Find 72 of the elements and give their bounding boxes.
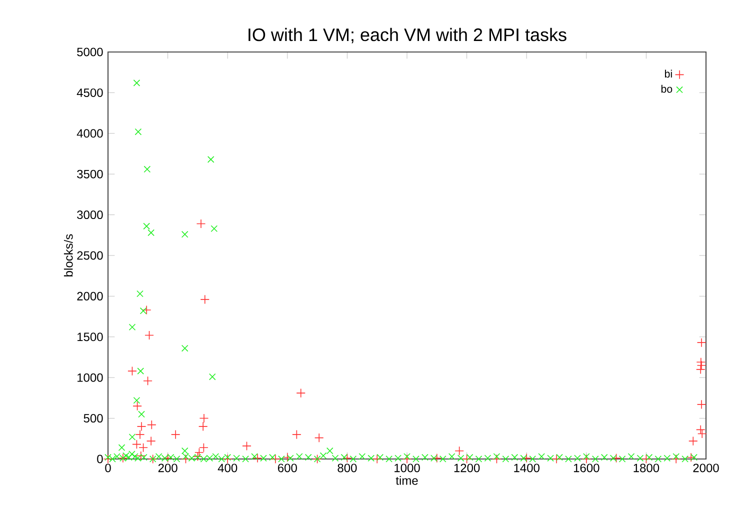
point xyxy=(292,430,302,440)
point xyxy=(146,436,156,446)
point xyxy=(612,454,621,463)
point xyxy=(135,430,145,440)
point xyxy=(432,454,442,463)
point xyxy=(144,330,154,340)
point xyxy=(582,454,592,464)
point xyxy=(242,441,252,451)
point xyxy=(103,454,113,464)
x-tick-label: 1600 xyxy=(574,464,600,472)
point xyxy=(686,452,696,462)
x-tick-label: 1800 xyxy=(634,464,660,472)
y-tick-label: 500 xyxy=(84,414,103,423)
point xyxy=(199,414,209,423)
y-tick-label: 3500 xyxy=(77,170,103,178)
point xyxy=(270,454,280,464)
point xyxy=(522,454,532,463)
point xyxy=(142,305,152,315)
x-tick-label: 200 xyxy=(158,464,178,472)
point xyxy=(314,433,324,442)
point xyxy=(282,452,292,462)
point xyxy=(696,338,706,348)
x-tick-label: 1400 xyxy=(514,464,540,472)
point xyxy=(402,454,412,464)
point xyxy=(196,219,206,228)
y-tick-label: 2000 xyxy=(77,292,103,300)
y-tick-label: 4000 xyxy=(76,129,103,138)
point xyxy=(697,429,707,438)
point xyxy=(296,388,306,398)
point xyxy=(696,364,706,374)
point xyxy=(136,422,146,432)
y-tick-label: 2500 xyxy=(77,251,103,260)
y-tick-label: 1000 xyxy=(78,373,103,382)
x-axis-title: time xyxy=(396,476,418,485)
y-tick-label: 4500 xyxy=(76,88,103,97)
y-tick-label: 0 xyxy=(97,454,103,464)
point xyxy=(342,454,352,463)
x-tick-label: 1000 xyxy=(394,464,420,472)
x-tick-label: 2000 xyxy=(693,464,719,472)
point xyxy=(143,376,152,386)
point xyxy=(252,454,262,463)
point xyxy=(200,294,210,304)
point xyxy=(696,360,706,370)
legend-label: bo xyxy=(661,84,672,93)
point xyxy=(696,357,706,367)
point xyxy=(552,454,562,464)
x-tick-label: 0 xyxy=(105,464,111,472)
point xyxy=(199,442,208,452)
point xyxy=(454,446,464,456)
point xyxy=(671,454,681,464)
point xyxy=(492,454,502,464)
y-tick-label: 3000 xyxy=(77,210,103,220)
point xyxy=(146,420,156,430)
point xyxy=(170,430,180,440)
point xyxy=(198,422,208,432)
point xyxy=(688,436,698,446)
chart-title: IO with 1 VM; each VM with 2 MPI tasks xyxy=(248,28,566,44)
x-tick-label: 600 xyxy=(278,464,297,472)
point xyxy=(696,400,706,410)
x-tick-label: 800 xyxy=(338,464,357,472)
point xyxy=(136,451,146,460)
point xyxy=(194,448,204,458)
y-tick-label: 5000 xyxy=(77,48,103,56)
y-axis-title: blocks/s xyxy=(64,234,73,276)
x-tick-label: 1200 xyxy=(454,464,480,472)
point xyxy=(132,401,142,411)
point xyxy=(372,454,382,464)
point xyxy=(696,425,706,434)
x-tick-label: 400 xyxy=(218,464,238,472)
point xyxy=(128,366,137,376)
y-tick-label: 1500 xyxy=(78,332,103,342)
legend-label: bi xyxy=(664,70,672,78)
